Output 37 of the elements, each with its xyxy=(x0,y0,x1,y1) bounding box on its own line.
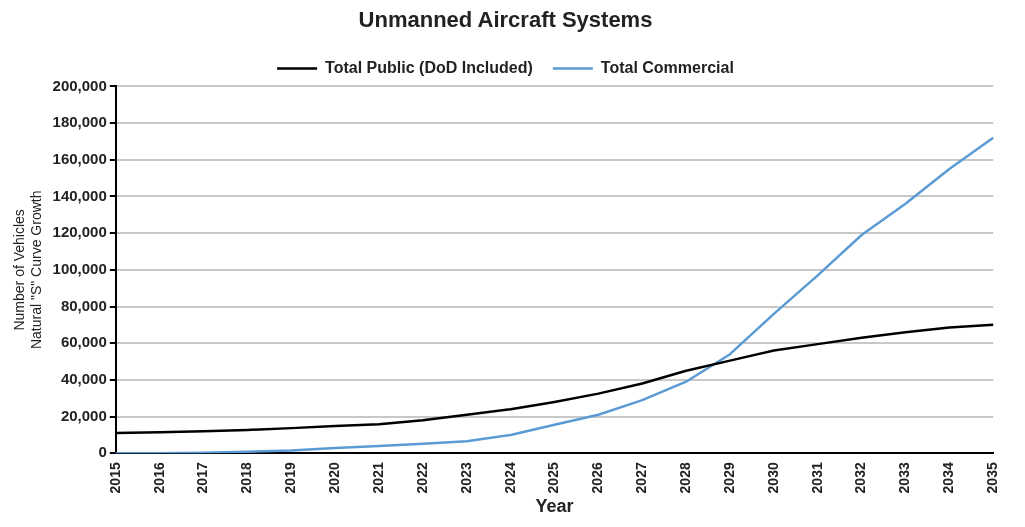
x-tick-label: 2023 xyxy=(457,462,474,494)
y-tick-label: 180,000 xyxy=(52,113,107,131)
x-tick-label: 2030 xyxy=(764,462,781,494)
x-tick-label: 2035 xyxy=(984,462,1001,494)
x-tick-label: 2033 xyxy=(896,462,913,494)
y-tick-label: 80,000 xyxy=(60,296,107,314)
x-tick-label: 2016 xyxy=(150,462,167,494)
x-tick-label: 2028 xyxy=(676,462,693,494)
x-tick-label: 2019 xyxy=(282,462,299,494)
x-tick-label: 2026 xyxy=(589,462,606,494)
legend-label: Total Commercial xyxy=(600,58,734,76)
x-tick-label: 2015 xyxy=(106,462,123,494)
legend-label: Total Public (DoD Included) xyxy=(325,58,533,76)
x-tick-label: 2031 xyxy=(808,462,825,494)
x-tick-label: 2029 xyxy=(720,462,737,494)
x-tick-label: 2021 xyxy=(369,462,386,494)
y-tick-label: 120,000 xyxy=(52,223,107,241)
x-tick-label: 2024 xyxy=(501,462,518,494)
x-tick-label: 2027 xyxy=(633,462,650,494)
y-axis-title: Number of Vehicles Natural "S" Curve Growth xyxy=(11,190,45,350)
x-tick-label: 2022 xyxy=(413,462,430,494)
y-tick-label: 160,000 xyxy=(52,149,107,167)
y-tick-label: 40,000 xyxy=(60,370,107,388)
x-tick-label: 2032 xyxy=(852,462,869,494)
x-axis-title: Year xyxy=(535,496,574,517)
y-tick-label: 60,000 xyxy=(60,333,107,351)
y-tick-label: 0 xyxy=(98,443,107,461)
x-tick-label: 2034 xyxy=(940,462,957,494)
x-tick-label: 2017 xyxy=(194,462,211,494)
x-tick-label: 2018 xyxy=(238,462,255,494)
x-tick-label: 2025 xyxy=(545,462,562,494)
y-tick-label: 20,000 xyxy=(60,406,107,424)
chart-title: Unmanned Aircraft Systems xyxy=(358,7,653,33)
x-tick-label: 2020 xyxy=(326,462,343,494)
y-tick-label: 200,000 xyxy=(52,76,107,94)
y-tick-label: 100,000 xyxy=(52,259,107,277)
y-tick-label: 140,000 xyxy=(52,186,107,204)
